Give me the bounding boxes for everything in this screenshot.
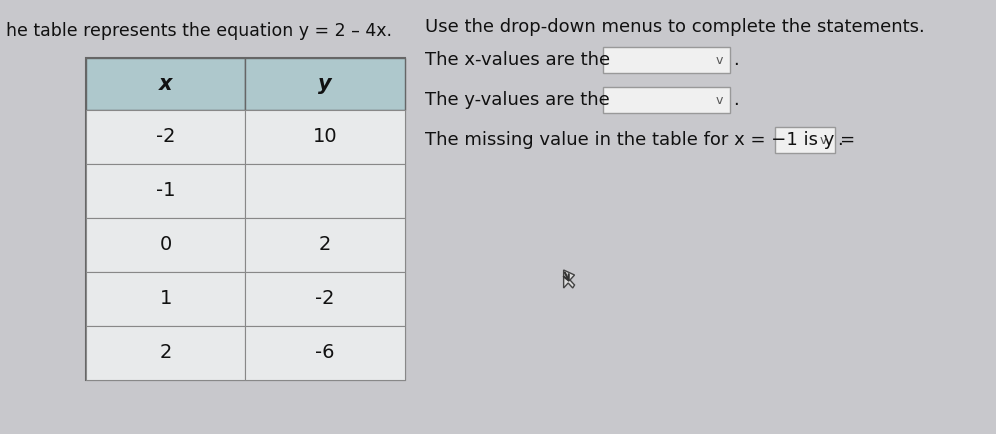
Bar: [87, 58, 245, 110]
Bar: [245, 272, 404, 326]
Text: Use the drop-down menus to complete the statements.: Use the drop-down menus to complete the …: [425, 18, 925, 36]
Text: 2: 2: [319, 236, 332, 254]
Bar: [603, 47, 730, 73]
Bar: [245, 164, 404, 218]
Text: v: v: [715, 93, 723, 106]
Text: v: v: [820, 134, 828, 147]
Text: he table represents the equation y = 2 – 4x.: he table represents the equation y = 2 –…: [6, 22, 392, 40]
Bar: [87, 110, 245, 164]
Bar: [87, 326, 245, 380]
Text: -6: -6: [316, 343, 335, 362]
Text: 2: 2: [159, 343, 172, 362]
Text: 10: 10: [313, 128, 338, 147]
Bar: [87, 58, 404, 380]
Bar: [87, 164, 245, 218]
Bar: [245, 110, 404, 164]
Bar: [245, 218, 404, 272]
Text: 0: 0: [159, 236, 172, 254]
Bar: [776, 127, 835, 153]
Text: 1: 1: [159, 289, 172, 309]
Bar: [245, 326, 404, 380]
Bar: [87, 218, 245, 272]
Text: .: .: [733, 51, 738, 69]
Text: -2: -2: [316, 289, 335, 309]
Text: v: v: [715, 53, 723, 66]
Bar: [87, 272, 245, 326]
Text: -2: -2: [156, 128, 175, 147]
Text: The x-values are the: The x-values are the: [425, 51, 611, 69]
Text: -1: -1: [156, 181, 175, 201]
Text: x: x: [159, 74, 172, 94]
Text: y: y: [318, 74, 332, 94]
Polygon shape: [564, 270, 575, 288]
Bar: [245, 58, 404, 110]
Text: .: .: [733, 91, 738, 109]
Text: The y-values are the: The y-values are the: [425, 91, 611, 109]
Bar: [603, 87, 730, 113]
Text: The missing value in the table for x = −1 is y =: The missing value in the table for x = −…: [425, 131, 856, 149]
Text: .: .: [838, 131, 843, 149]
